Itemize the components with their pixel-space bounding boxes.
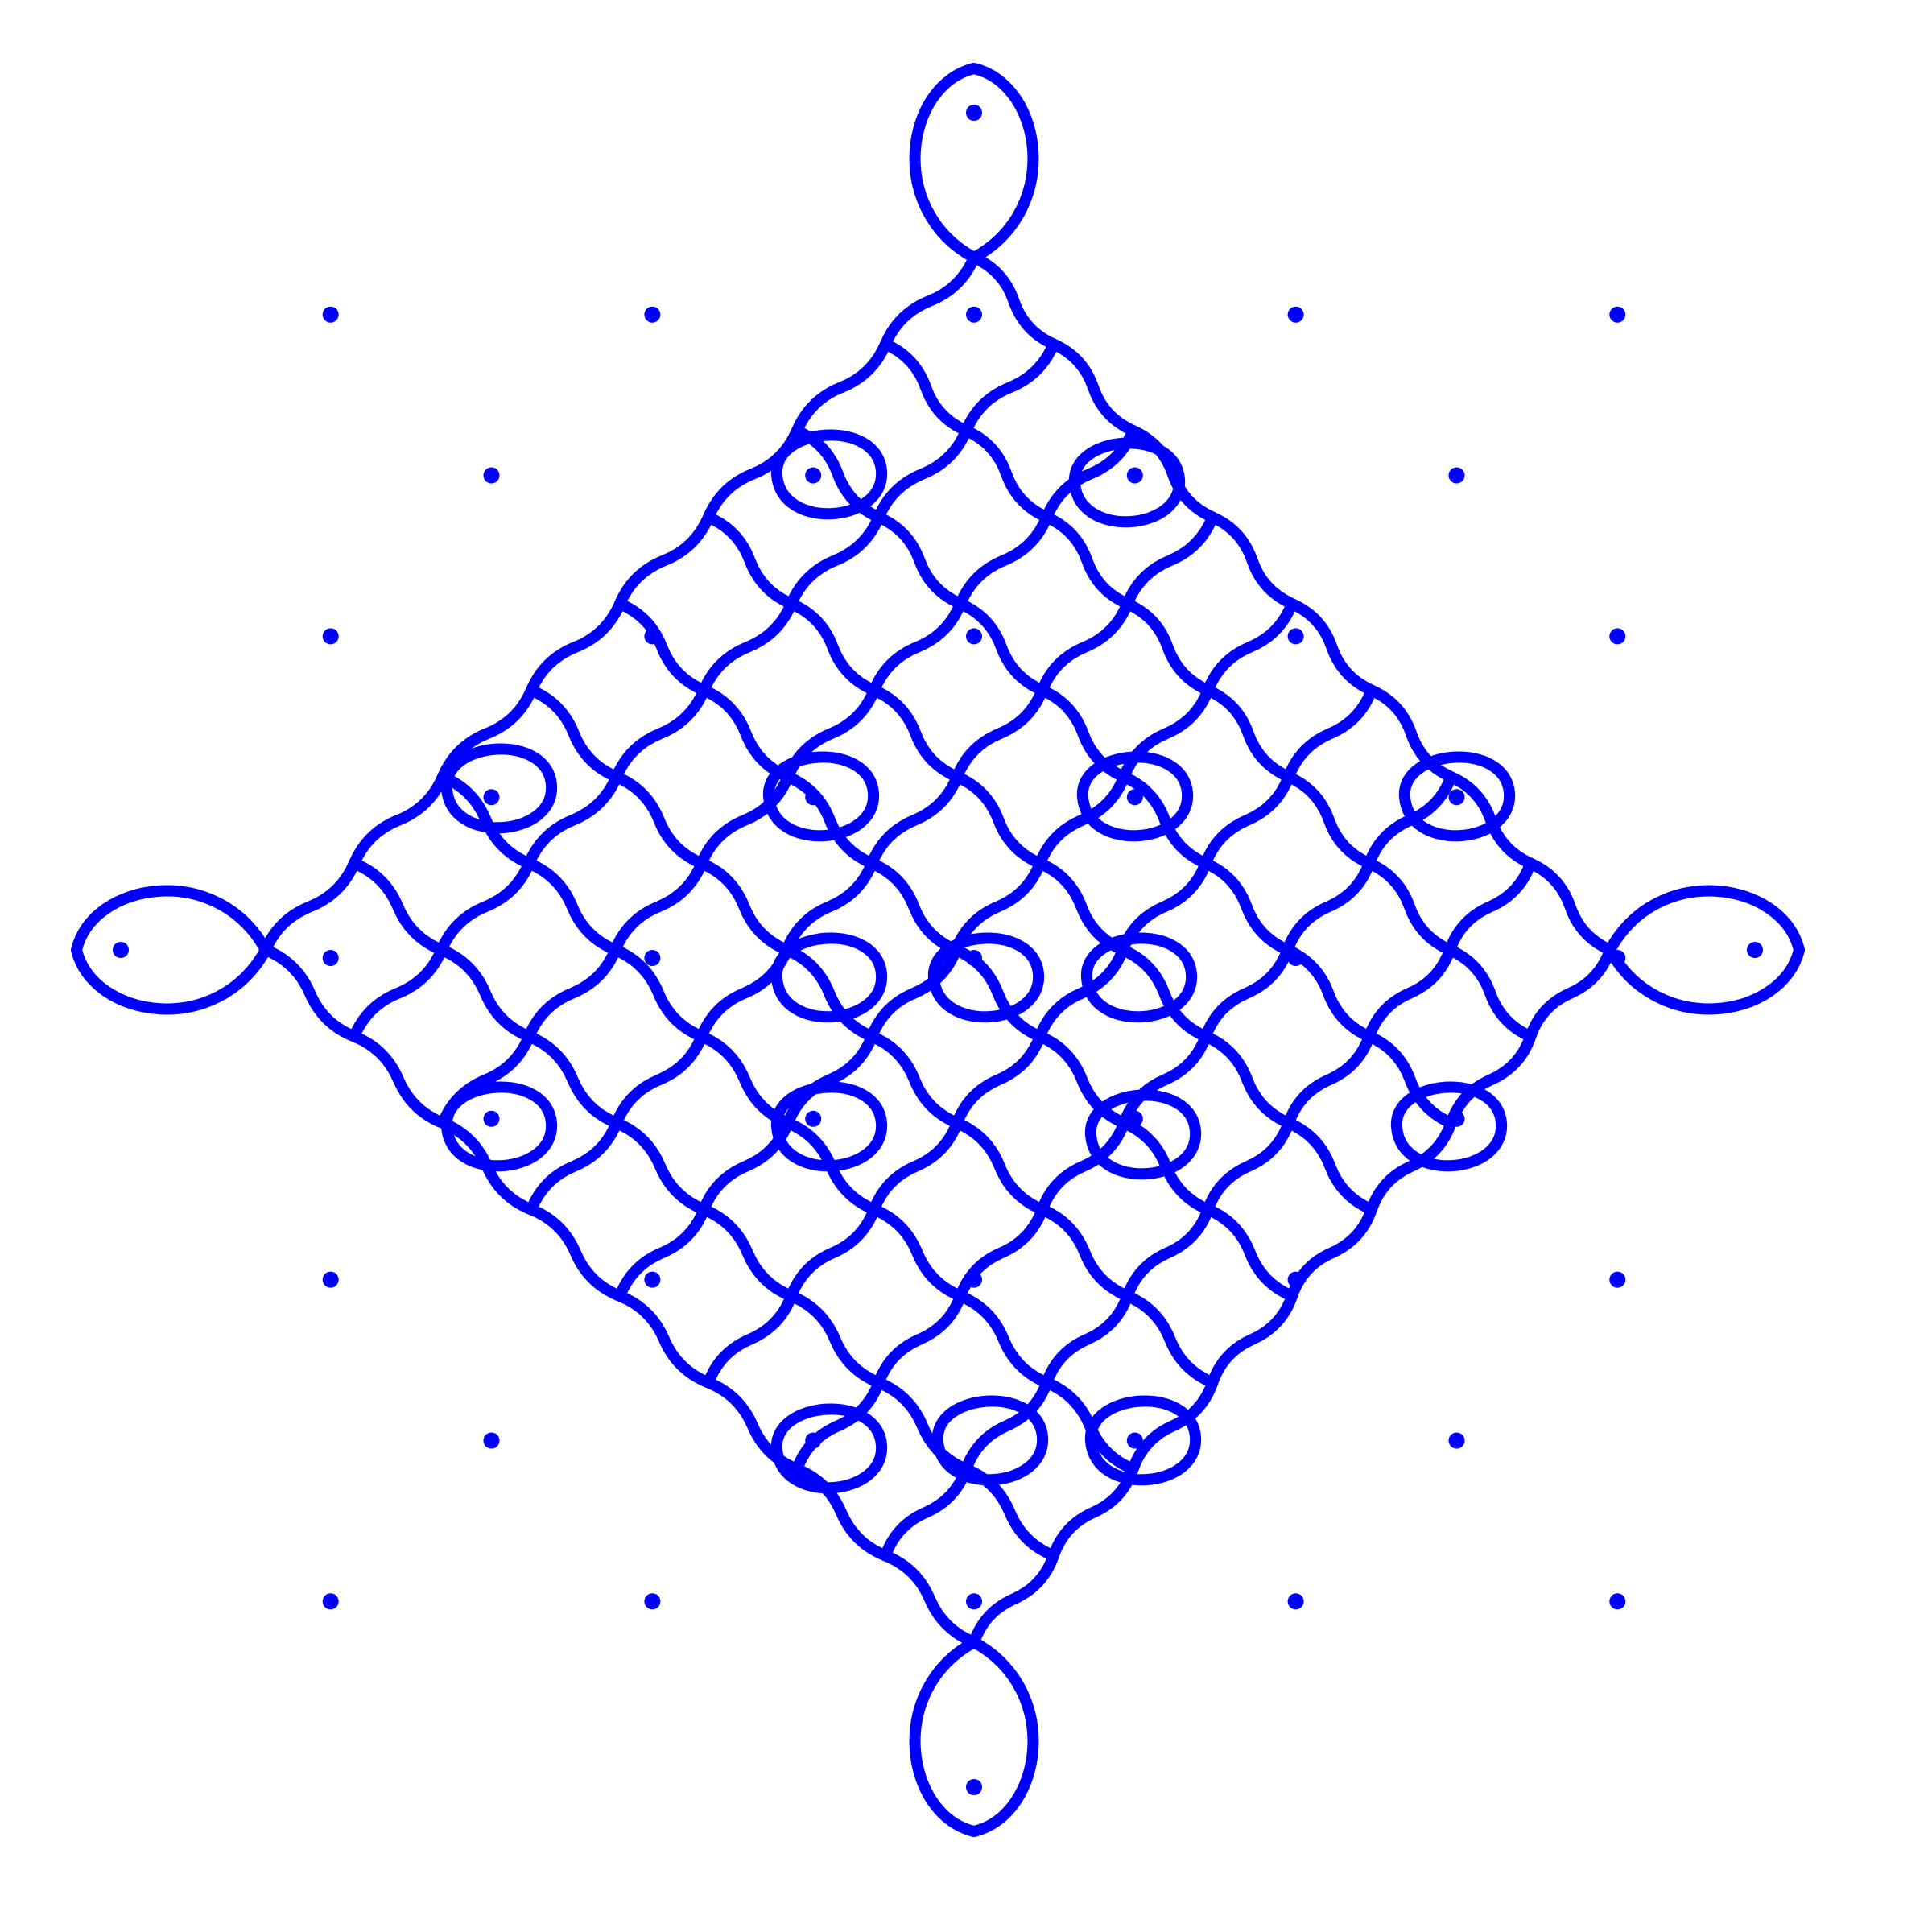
lattice-dot-40 (1609, 1593, 1626, 1610)
lattice-dot-26 (1448, 789, 1465, 806)
lattice-dot-9 (1287, 306, 1304, 323)
lattice-dot-8 (322, 950, 339, 966)
inner-loop-13 (770, 1403, 888, 1494)
lattice-dot-30 (805, 1432, 822, 1449)
lattice-dot-34 (1287, 1271, 1304, 1288)
lattice-dot-38 (1448, 1432, 1465, 1449)
lattice-dot-33 (1448, 1110, 1465, 1127)
inner-loop-11 (1084, 1089, 1202, 1180)
lattice-dot-14 (483, 1110, 500, 1127)
lattice-dot-37 (1609, 1271, 1626, 1288)
petal-left-dot (113, 942, 129, 958)
lattice-dot-27 (1287, 950, 1304, 966)
inner-loop-2 (440, 743, 558, 834)
lattice-dot-28 (1126, 1110, 1143, 1127)
lattice-dot-39 (1287, 1593, 1304, 1610)
lattice-dot-36 (966, 1593, 982, 1610)
lattice-dot-24 (322, 1593, 339, 1610)
lattice-dot-10 (1126, 467, 1143, 484)
lattice-dot-0 (322, 306, 339, 323)
lattice-dot-17 (1448, 467, 1465, 484)
inner-loop-9 (440, 1081, 558, 1172)
inner-loop-14 (1084, 1395, 1202, 1486)
petal-bottom (909, 1637, 1039, 1837)
weave-strand-nwse-6 (437, 771, 1139, 1475)
lattice-dot-7 (483, 789, 500, 806)
weave-strand-nwse-5 (526, 684, 1219, 1389)
weave-strand-nesw-7 (880, 857, 1537, 1562)
lattice-dot-16 (1609, 306, 1626, 323)
inner-loop-3 (762, 751, 880, 842)
inner-loop-7 (927, 932, 1045, 1023)
weave-strand-nwse-7 (349, 857, 1059, 1562)
petal-bottom-dot (966, 1779, 982, 1795)
inner-loop-8 (1080, 932, 1198, 1023)
lattice-dot-4 (966, 306, 982, 323)
petal-right (1604, 885, 1805, 1015)
inner-loop-0 (770, 429, 888, 520)
lattice-dot-35 (1126, 1432, 1143, 1449)
lattice-dot-32 (1609, 950, 1626, 966)
weave-strand-nesw-8 (968, 944, 1616, 1648)
inner-loop-6 (770, 932, 888, 1023)
inner-loop-15 (931, 1395, 1049, 1486)
lattice-dot-25 (1609, 628, 1626, 645)
inner-loop-1 (1068, 437, 1186, 528)
lattice-dot-31 (644, 1593, 661, 1610)
petal-top (909, 63, 1039, 263)
weave-strand-nesw-6 (791, 771, 1457, 1475)
lattice-dot-6 (644, 628, 661, 645)
lattice-dot-29 (966, 1271, 982, 1288)
lattice-dot-19 (1126, 789, 1143, 806)
petal-right-dot (1747, 942, 1763, 958)
inner-loop-5 (1398, 751, 1516, 842)
weave-strand-nwse-8 (260, 944, 980, 1648)
lattice-dot-15 (322, 1271, 339, 1288)
lattice-dot-11 (966, 628, 982, 645)
lattice-dot-23 (483, 1432, 500, 1449)
lattice-dot-5 (805, 467, 822, 484)
lattice-dot-13 (644, 950, 661, 966)
lattice-dot-2 (483, 467, 500, 484)
lattice-dot-18 (1287, 628, 1304, 645)
lattice-dot-22 (644, 1271, 661, 1288)
lattice-dot-21 (805, 1110, 822, 1127)
kolam-strokes (71, 63, 1805, 1837)
petal-top-dot (966, 105, 982, 121)
kolam-dots (113, 105, 1763, 1795)
lattice-dot-1 (644, 306, 661, 323)
weave-strand-nesw-5 (703, 684, 1377, 1389)
inner-loop-12 (1390, 1081, 1508, 1172)
petal-left (71, 885, 271, 1015)
inner-loop-4 (1076, 751, 1194, 842)
lattice-dot-20 (966, 950, 982, 966)
lattice-dot-3 (322, 628, 339, 645)
lattice-dot-12 (805, 789, 822, 806)
inner-loop-10 (770, 1081, 888, 1172)
